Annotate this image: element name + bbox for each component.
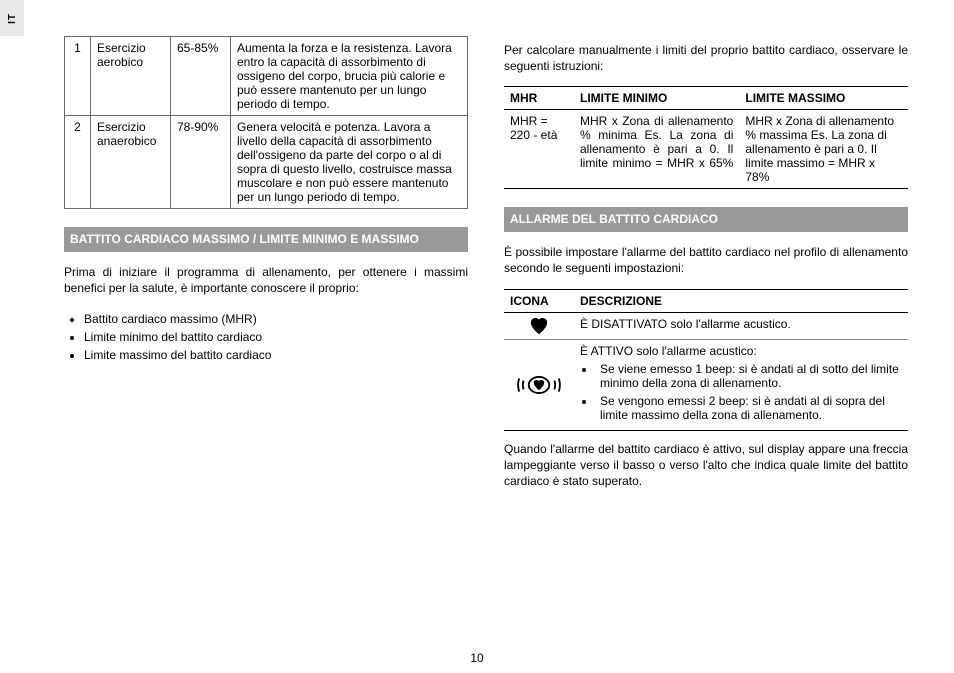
col-min-header: LIMITE MINIMO <box>574 87 739 110</box>
col-max-header: LIMITE MASSIMO <box>739 87 908 110</box>
col-desc-header: DESCRIZIONE <box>574 289 908 312</box>
section-alarm-title: ALLARME DEL BATTITO CARDIACO <box>504 207 908 232</box>
col-icon-header: ICONA <box>504 289 574 312</box>
exercise-pct: 78-90% <box>171 116 231 209</box>
table-header-row: MHR LIMITE MINIMO LIMITE MASSIMO <box>504 87 908 110</box>
alarm-on-list: Se viene emesso 1 beep: si è andati al d… <box>596 362 902 422</box>
language-tab: IT <box>0 0 24 36</box>
table-row: 2 Esercizio anaerobico 78-90% Genera vel… <box>65 116 468 209</box>
heart-solid-icon <box>504 312 574 339</box>
alarm-display-note: Quando l'allarme del battito cardiaco è … <box>504 441 908 490</box>
exercise-name: Esercizio anaerobico <box>91 116 171 209</box>
list-item: Limite massimo del battito cardiaco <box>84 348 468 362</box>
alarm-on-desc: È ATTIVO solo l'allarme acustico: Se vie… <box>574 339 908 430</box>
table-row: 1 Esercizio aerobico 65-85% Aumenta la f… <box>65 37 468 116</box>
exercise-name: Esercizio aerobico <box>91 37 171 116</box>
heart-alarm-icon <box>504 339 574 430</box>
section-mhr-title: BATTITO CARDIACO MASSIMO / LIMITE MINIMO… <box>64 227 468 252</box>
alarm-on-lead: È ATTIVO solo l'allarme acustico: <box>580 344 757 358</box>
col-mhr-header: MHR <box>504 87 574 110</box>
right-column: Per calcolare manualmente i limiti del p… <box>504 36 908 663</box>
exercise-table: 1 Esercizio aerobico 65-85% Aumenta la f… <box>64 36 468 209</box>
calc-intro: Per calcolare manualmente i limiti del p… <box>504 42 908 74</box>
list-item: Se vengono emessi 2 beep: si è andati al… <box>596 394 902 422</box>
max-limit: MHR x Zona di allenamento % massima Es. … <box>739 110 908 189</box>
mhr-formula: MHR = 220 - età <box>504 110 574 189</box>
table-header-row: ICONA DESCRIZIONE <box>504 289 908 312</box>
exercise-desc: Aumenta la forza e la resistenza. Lavora… <box>231 37 468 116</box>
table-row: È ATTIVO solo l'allarme acustico: Se vie… <box>504 339 908 430</box>
table-row: È DISATTIVATO solo l'allarme acustico. <box>504 312 908 339</box>
list-item: Battito cardiaco massimo (MHR) <box>84 312 468 326</box>
table-row: MHR = 220 - età MHR x Zona di allenament… <box>504 110 908 189</box>
list-item: Limite minimo del battito cardiaco <box>84 330 468 344</box>
list-item: Se viene emesso 1 beep: si è andati al d… <box>596 362 902 390</box>
row-number: 1 <box>65 37 91 116</box>
mhr-bullet-list: Battito cardiaco massimo (MHR) Limite mi… <box>84 308 468 366</box>
page-content: 1 Esercizio aerobico 65-85% Aumenta la f… <box>0 0 954 673</box>
language-label: IT <box>7 13 18 24</box>
section-mhr-intro: Prima di iniziare il programma di allena… <box>64 264 468 296</box>
exercise-pct: 65-85% <box>171 37 231 116</box>
exercise-desc: Genera velocità e potenza. Lavora a live… <box>231 116 468 209</box>
alarm-off-desc: È DISATTIVATO solo l'allarme acustico. <box>574 312 908 339</box>
section-alarm-intro: È possibile impostare l'allarme del batt… <box>504 244 908 276</box>
page-number: 10 <box>0 651 954 665</box>
left-column: 1 Esercizio aerobico 65-85% Aumenta la f… <box>64 36 468 663</box>
min-limit: MHR x Zona di allenamento % minima Es. L… <box>574 110 739 189</box>
row-number: 2 <box>65 116 91 209</box>
alarm-icon-table: ICONA DESCRIZIONE È DISATTIVATO solo l'a… <box>504 289 908 431</box>
mhr-limits-table: MHR LIMITE MINIMO LIMITE MASSIMO MHR = 2… <box>504 86 908 189</box>
